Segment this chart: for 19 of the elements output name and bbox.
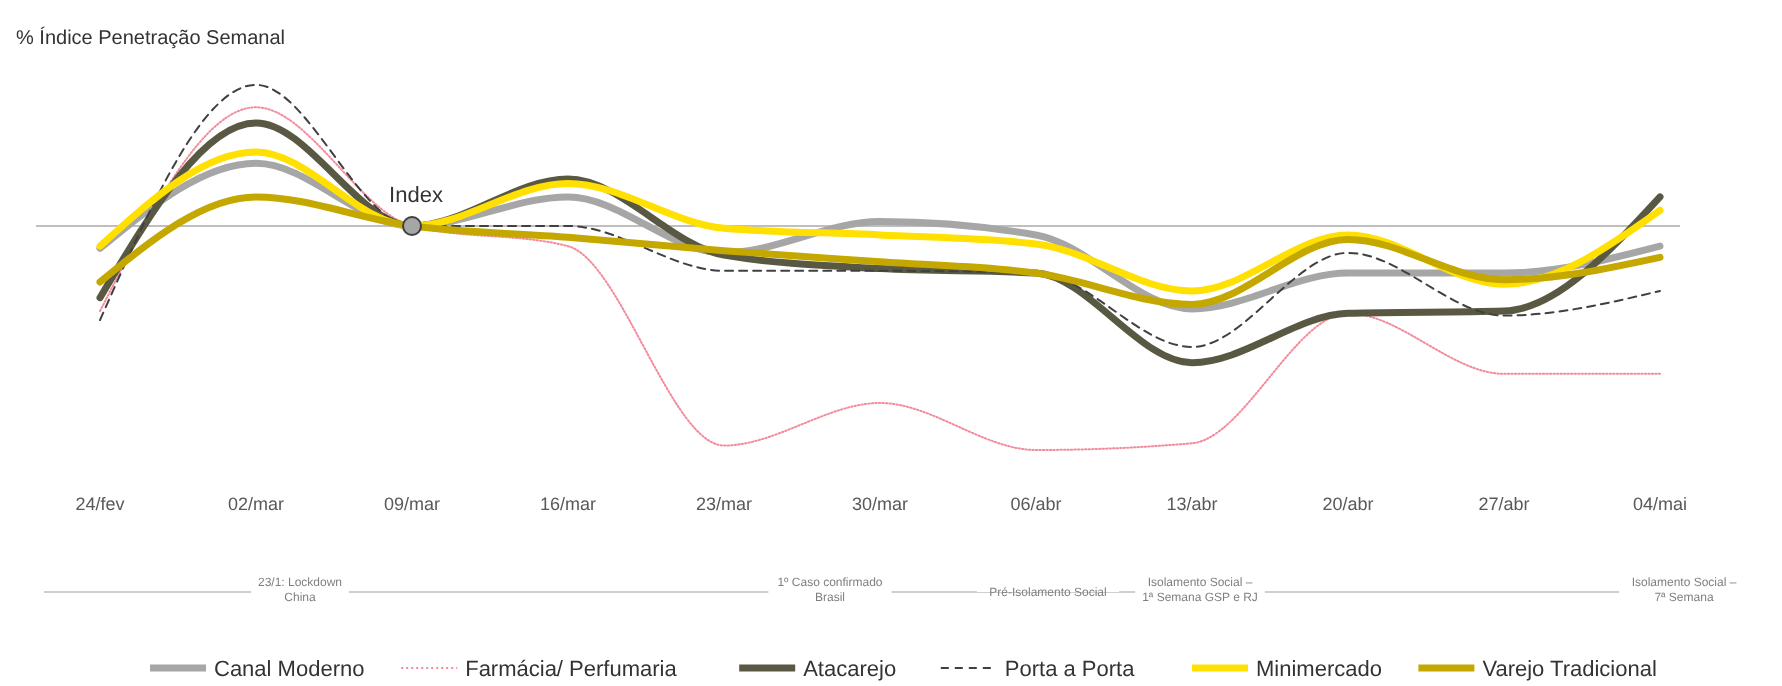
x-tick-label: 04/mai xyxy=(1632,494,1688,514)
x-tick-label: 09/mar xyxy=(383,494,441,514)
x-tick-label: 02/mar xyxy=(227,494,285,514)
x-tick-label: 13/abr xyxy=(1166,494,1218,514)
legend-label: Atacarejo xyxy=(803,658,897,682)
chart-title: % Índice Penetração Semanal xyxy=(16,26,286,50)
x-tick-label: 23/mar xyxy=(695,494,753,514)
legend-label: Minimercado xyxy=(1256,658,1382,682)
legend-label: Varejo Tradicional xyxy=(1482,658,1657,682)
legend-label: Farmácia/ Perfumaria xyxy=(465,658,679,682)
annotation: Index xyxy=(389,184,444,208)
x-tick-label: 06/abr xyxy=(1010,494,1062,514)
legend-label: Porta a Porta xyxy=(1004,658,1137,682)
x-tick-label: 30/mar xyxy=(851,494,909,514)
x-tick-label: 27/abr xyxy=(1478,494,1530,514)
x-tick-label: 16/mar xyxy=(539,494,597,514)
x-tick-label: 24/fev xyxy=(75,494,126,514)
x-tick-label: 20/abr xyxy=(1322,494,1374,514)
legend-label: Canal Moderno xyxy=(214,658,365,682)
